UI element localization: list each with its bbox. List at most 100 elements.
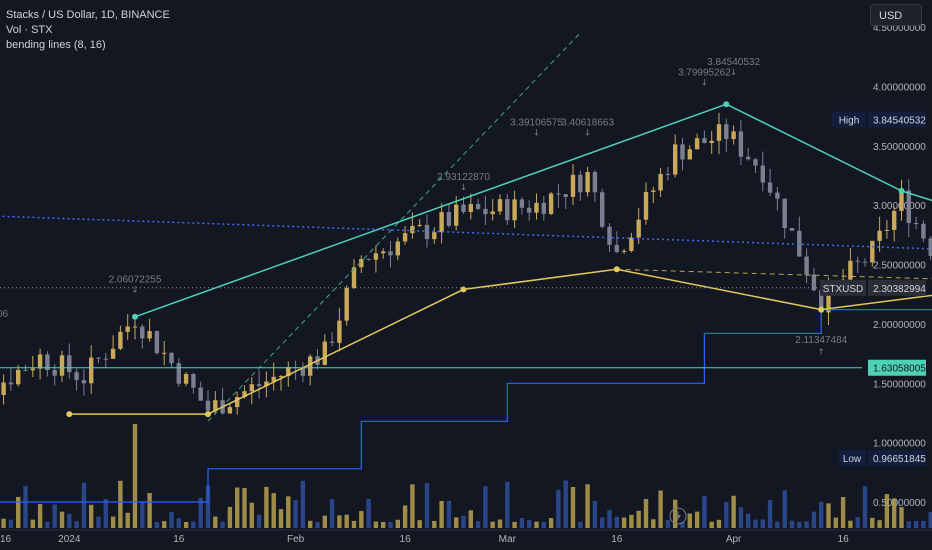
candle-body (636, 219, 641, 238)
candle-body (81, 380, 87, 384)
candle-body (870, 240, 875, 263)
yellow-pivot-point (818, 306, 825, 313)
x-axis-tick-label: 2024 (58, 534, 81, 545)
volume-bar (826, 503, 831, 528)
candle-body (183, 373, 189, 384)
volume-bar (833, 517, 838, 528)
volume-bar (483, 486, 488, 528)
candle-body (351, 267, 357, 288)
candle-body (475, 204, 481, 209)
candle-body (899, 190, 904, 211)
candle-body (23, 369, 28, 371)
volume-bar (242, 488, 247, 528)
candle-body (286, 367, 291, 377)
support-step-line (0, 309, 932, 503)
volume-bar (855, 517, 860, 528)
volume-bar (862, 486, 868, 528)
candle-body (716, 124, 722, 141)
volume-bar (760, 519, 765, 528)
indicator-legend[interactable]: bending lines (8, 16) (6, 39, 106, 51)
volume-legend[interactable]: Vol · STX (6, 24, 53, 36)
volume-bar (789, 520, 795, 528)
candle-body (16, 369, 21, 385)
candle-body (37, 354, 43, 369)
y-axis-tick-label: 4.00000000 (873, 82, 926, 93)
candle-body (264, 381, 269, 387)
volume-bar (578, 521, 583, 528)
volume-bar (651, 519, 656, 528)
candle-body (797, 230, 802, 257)
candle-body (89, 357, 94, 384)
volume-bar (388, 521, 393, 528)
low-price-value-box (868, 450, 926, 467)
candle-body (702, 138, 707, 143)
volume-bar (556, 489, 561, 528)
volume-bar (125, 512, 130, 528)
volume-bar (439, 500, 444, 528)
pivot-annotation-label: 1.74068206 (0, 309, 9, 320)
candle-body (424, 224, 430, 240)
candle-body (176, 363, 181, 384)
volume-bar (359, 511, 364, 528)
volume-bar (461, 515, 466, 528)
candle-body (52, 369, 57, 376)
volume-bar (848, 520, 853, 528)
candle-body (74, 372, 79, 381)
high-price-value-label: 3.84540532 (873, 116, 926, 127)
pivot-annotation-label: 3.79995262 (678, 68, 731, 79)
volume-bar (446, 500, 452, 528)
candle-body (446, 212, 452, 226)
volume-bar (271, 493, 276, 528)
candle-body (271, 376, 276, 382)
volume-bar (782, 490, 787, 528)
x-axis-tick-label: Mar (499, 534, 517, 545)
volume-bar (110, 516, 116, 528)
volume-bar (132, 424, 138, 528)
volume-bar (191, 521, 196, 528)
volume-bar (621, 517, 627, 528)
yellow-pivot-point (66, 411, 73, 418)
candle-body (600, 192, 605, 227)
candle-body (877, 230, 882, 241)
arrow-down-icon: ↓ (701, 79, 709, 89)
volume-bar (410, 484, 415, 528)
volume-bar (731, 495, 736, 528)
volume-bar (592, 500, 598, 528)
volume-bar (497, 519, 503, 528)
candle-body (103, 358, 108, 360)
candle-body (709, 140, 714, 143)
symbol-title[interactable]: Stacks / US Dollar, 1D, BINANCE (6, 9, 170, 21)
lightning-icon[interactable] (669, 507, 687, 525)
candle-body (96, 357, 101, 359)
candle-body (227, 407, 233, 414)
x-axis-tick-label: 16 (400, 534, 412, 545)
volume-bar (505, 481, 510, 528)
volume-bar (921, 520, 926, 528)
candle-body (775, 192, 780, 199)
volume-bar (804, 521, 809, 528)
volume-bar (716, 519, 722, 528)
candle-body (694, 138, 700, 150)
volume-bar (658, 490, 663, 528)
volume-bar (235, 487, 240, 528)
x-axis-tick-label: 16 (0, 534, 12, 545)
candle-body (439, 212, 444, 233)
volume-bar (176, 518, 181, 528)
candle-body (461, 204, 466, 212)
candle-body (67, 355, 72, 373)
volume-bar (67, 513, 72, 528)
volume-bar (527, 520, 532, 528)
chart-legend: Stacks / US Dollar, 1D, BINANCE Vol · ST… (6, 8, 170, 53)
volume-bar (249, 502, 254, 528)
arrow-down-icon: ↓ (131, 285, 139, 295)
candle-body (490, 211, 495, 215)
volume-bar (636, 510, 641, 528)
y-axis-tick-label: 2.00000000 (873, 320, 926, 331)
candle-body (344, 287, 349, 321)
candle-body (410, 225, 415, 234)
y-axis-tick-label: 1.50000000 (873, 379, 926, 390)
volume-bar (906, 521, 911, 528)
currency-button[interactable]: USD (870, 4, 922, 26)
